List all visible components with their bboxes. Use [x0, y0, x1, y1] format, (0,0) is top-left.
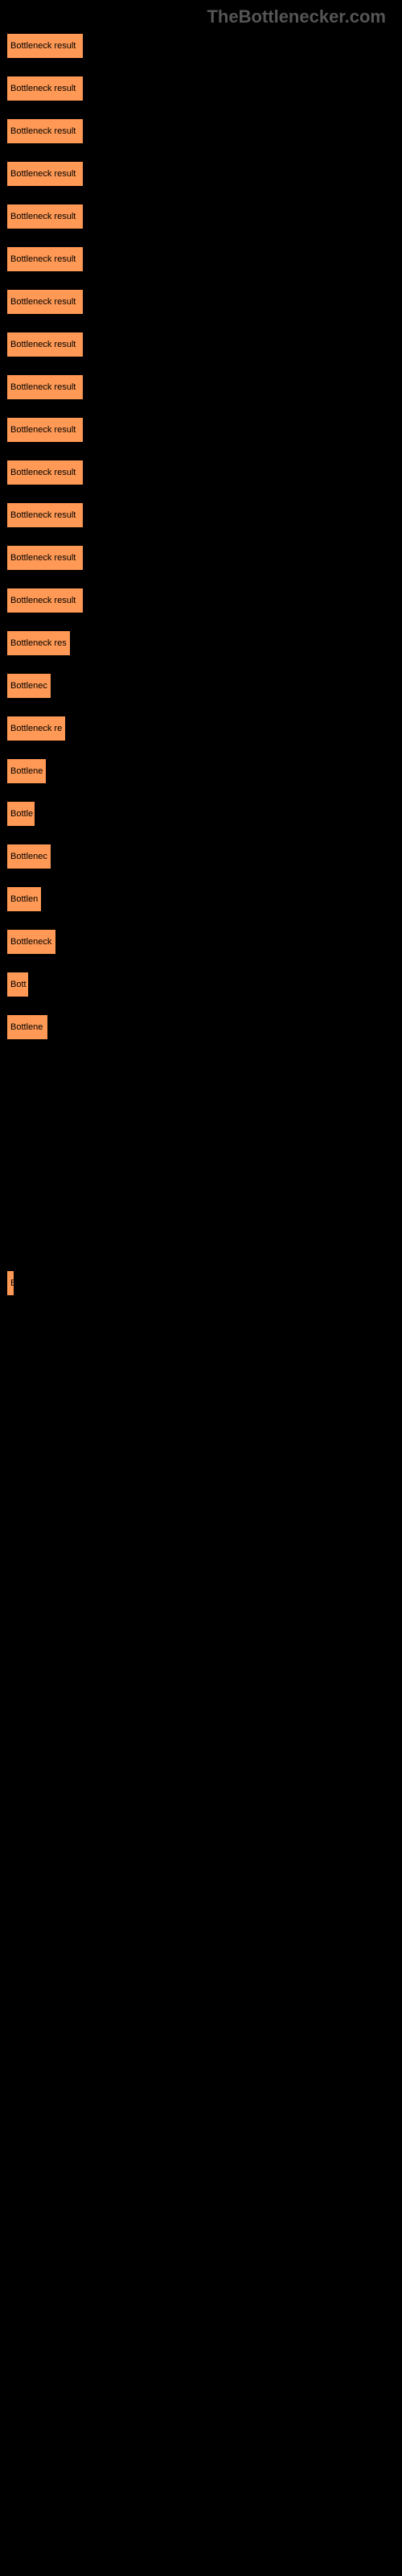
chart-bar: B — [6, 1270, 14, 1296]
chart-bar: Bottleneck result — [6, 332, 84, 357]
bar-row: Bottleneck result — [6, 579, 402, 621]
bar-row: Bottleneck result — [6, 237, 402, 280]
bar-row: Bottleneck result — [6, 24, 402, 67]
chart-bar: Bottlenec — [6, 673, 51, 699]
bar-chart: Bottleneck result Bottleneck result Bottle… — [0, 0, 402, 1304]
bar-row: Bottlene — [6, 749, 402, 792]
bar-row — [6, 1091, 402, 1133]
chart-bar: Bottleneck result — [6, 76, 84, 101]
bar-label: Bottleneck re — [10, 724, 62, 733]
bar-label: Bottle — [10, 809, 33, 819]
bar-label: Bottleneck result — [10, 553, 76, 563]
chart-bar: Bottle — [6, 801, 35, 827]
chart-bar: Bottleneck result — [6, 545, 84, 571]
chart-bar: Bottleneck result — [6, 417, 84, 443]
bar-label: Bottlene — [10, 1022, 43, 1032]
bar-row: Bottle — [6, 792, 402, 835]
chart-bar: Bottleneck result — [6, 374, 84, 400]
watermark-text: TheBottlenecker.com — [207, 6, 386, 27]
bar-label: Bottleneck result — [10, 41, 76, 51]
bar-row: Bottleneck result — [6, 195, 402, 237]
bar-row: Bottleneck result — [6, 408, 402, 451]
bar-label: B — [10, 1278, 14, 1288]
bar-label: Bottleneck result — [10, 297, 76, 307]
bar-label: Bottleneck result — [10, 340, 76, 349]
chart-bar: Bottlen — [6, 886, 42, 912]
bar-row — [6, 1176, 402, 1219]
bar-row: Bottleneck result — [6, 67, 402, 109]
bar-label: Bottleneck result — [10, 84, 76, 93]
bar-row — [6, 1048, 402, 1091]
bar-label: Bottleneck result — [10, 425, 76, 435]
bar-label: Bottleneck result — [10, 468, 76, 477]
chart-bar: Bottlenec — [6, 844, 51, 869]
chart-bar: Bottleneck result — [6, 204, 84, 229]
bar-label: Bottleneck res — [10, 638, 67, 648]
chart-bar: Bottleneck res — [6, 630, 71, 656]
bar-row: Bottleneck result — [6, 451, 402, 493]
bar-label: Bottleneck result — [10, 254, 76, 264]
chart-bar: Bottleneck result — [6, 588, 84, 613]
bar-label: Bottleneck — [10, 937, 51, 947]
bar-label: Bott — [10, 980, 27, 989]
chart-bar: Bottlene — [6, 1014, 48, 1040]
chart-bar: Bottlene — [6, 758, 47, 784]
bar-row: Bottlene — [6, 1005, 402, 1048]
bar-label: Bottleneck result — [10, 169, 76, 179]
bar-row: Bottlenec — [6, 835, 402, 877]
chart-bar: Bottleneck result — [6, 118, 84, 144]
bar-row: Bottleneck result — [6, 536, 402, 579]
bar-row: Bottlenec — [6, 664, 402, 707]
bar-label: Bottleneck result — [10, 596, 76, 605]
chart-bar: Bottleneck result — [6, 246, 84, 272]
bar-row: B — [6, 1261, 402, 1304]
chart-bar: Bottleneck result — [6, 460, 84, 485]
bar-label: Bottlen — [10, 894, 38, 904]
chart-bar: Bott — [6, 972, 29, 997]
bar-row: Bottleneck result — [6, 365, 402, 408]
chart-bar: Bottleneck result — [6, 289, 84, 315]
bar-row: Bottleneck result — [6, 493, 402, 536]
bar-row: Bottleneck result — [6, 280, 402, 323]
bar-row: Bottleneck result — [6, 152, 402, 195]
bar-label: Bottlenec — [10, 852, 47, 861]
bar-row — [6, 1219, 402, 1261]
bar-label: Bottleneck result — [10, 126, 76, 136]
chart-bar: Bottleneck re — [6, 716, 66, 741]
bar-row: Bottleneck re — [6, 707, 402, 749]
chart-bar: Bottleneck — [6, 929, 56, 955]
bar-label: Bottlenec — [10, 681, 47, 691]
chart-bar: Bottleneck result — [6, 161, 84, 187]
bar-label: Bottleneck result — [10, 212, 76, 221]
bar-row: Bottleneck result — [6, 323, 402, 365]
bar-label: Bottleneck result — [10, 382, 76, 392]
bar-row: Bottleneck — [6, 920, 402, 963]
bar-row: Bottleneck res — [6, 621, 402, 664]
bar-row: Bottlen — [6, 877, 402, 920]
bar-label: Bottleneck result — [10, 510, 76, 520]
bar-label: Bottlene — [10, 766, 43, 776]
chart-bar: Bottleneck result — [6, 33, 84, 59]
bar-row: Bott — [6, 963, 402, 1005]
bar-row: Bottleneck result — [6, 109, 402, 152]
chart-bar: Bottleneck result — [6, 502, 84, 528]
bar-row — [6, 1133, 402, 1176]
